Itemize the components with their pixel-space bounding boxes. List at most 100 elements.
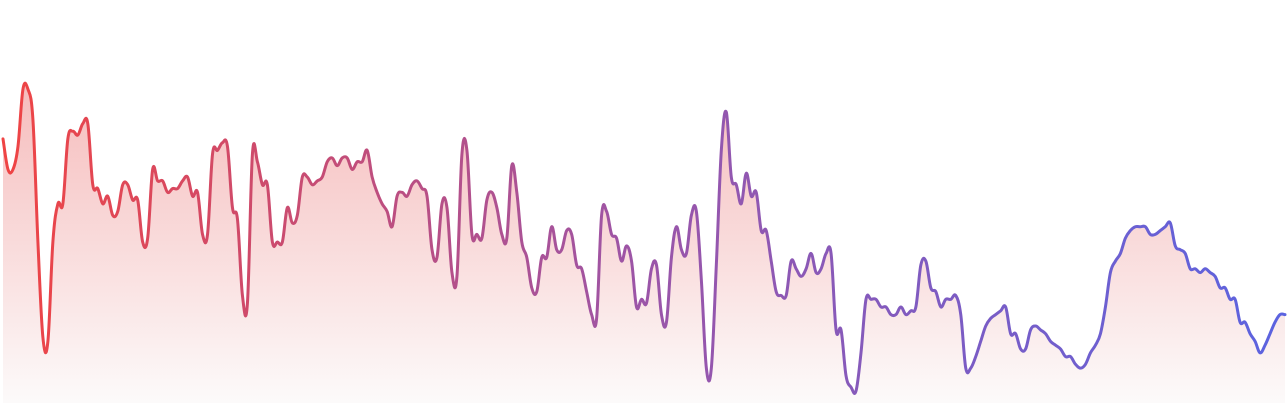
data-point-65 [326, 160, 329, 163]
data-point-15 [76, 134, 79, 137]
data-point-77 [386, 210, 389, 213]
data-point-257 [1284, 313, 1287, 316]
data-point-66 [331, 156, 334, 159]
data-point-95 [475, 233, 478, 236]
data-point-183 [914, 305, 917, 308]
data-point-40 [201, 233, 204, 236]
data-point-156 [780, 294, 783, 297]
data-point-57 [286, 206, 289, 209]
data-point-102 [510, 164, 513, 167]
data-point-13 [66, 137, 69, 140]
data-point-190 [949, 298, 952, 301]
data-point-195 [974, 355, 977, 358]
data-point-241 [1204, 267, 1207, 270]
data-point-165 [825, 252, 828, 255]
data-point-42 [211, 153, 214, 156]
data-point-127 [635, 305, 638, 308]
data-point-68 [341, 156, 344, 159]
data-point-175 [874, 298, 877, 301]
data-point-131 [655, 263, 658, 266]
data-point-38 [191, 195, 194, 198]
data-point-232 [1159, 229, 1162, 232]
data-point-174 [869, 298, 872, 301]
data-point-155 [775, 290, 778, 293]
data-point-161 [805, 267, 808, 270]
data-point-7 [36, 241, 39, 244]
data-point-29 [146, 237, 149, 240]
data-point-160 [800, 275, 803, 278]
data-point-17 [86, 122, 89, 125]
data-point-141 [705, 367, 708, 370]
data-point-236 [1179, 248, 1182, 251]
data-point-194 [969, 367, 972, 370]
data-point-4 [21, 88, 24, 91]
data-point-221 [1104, 305, 1107, 308]
data-point-101 [505, 237, 508, 240]
data-point-143 [715, 263, 718, 266]
data-point-245 [1224, 286, 1227, 289]
data-point-208 [1039, 328, 1042, 331]
data-point-193 [964, 367, 967, 370]
data-point-185 [924, 260, 927, 263]
data-point-110 [550, 225, 553, 228]
data-point-243 [1214, 275, 1217, 278]
data-point-248 [1239, 321, 1242, 324]
data-point-107 [535, 290, 538, 293]
data-point-36 [181, 179, 184, 182]
data-point-216 [1079, 367, 1082, 370]
data-point-87 [435, 256, 438, 259]
data-point-197 [984, 325, 987, 328]
data-point-108 [540, 256, 543, 259]
data-point-93 [465, 149, 468, 152]
data-point-49 [246, 302, 249, 305]
data-point-24 [121, 183, 124, 186]
data-point-225 [1124, 237, 1127, 240]
data-point-191 [954, 294, 957, 297]
data-point-11 [56, 202, 59, 205]
data-point-5 [26, 88, 29, 91]
data-point-152 [760, 229, 763, 232]
data-point-137 [685, 252, 688, 255]
data-point-163 [815, 271, 818, 274]
data-point-44 [221, 141, 224, 144]
data-point-23 [116, 210, 119, 213]
data-point-226 [1129, 229, 1132, 232]
data-point-28 [141, 241, 144, 244]
data-point-238 [1189, 267, 1192, 270]
data-point-75 [376, 191, 379, 194]
data-point-148 [740, 202, 743, 205]
data-point-8 [41, 336, 44, 339]
data-point-1 [6, 168, 9, 171]
data-point-231 [1154, 233, 1157, 236]
data-point-25 [126, 183, 129, 186]
data-point-55 [276, 241, 279, 244]
data-point-170 [850, 386, 853, 389]
data-point-229 [1144, 225, 1147, 228]
data-point-133 [665, 321, 668, 324]
data-point-135 [675, 225, 678, 228]
data-point-115 [575, 263, 578, 266]
data-point-223 [1114, 260, 1117, 263]
data-point-19 [96, 187, 99, 190]
data-point-173 [864, 298, 867, 301]
data-point-200 [999, 309, 1002, 312]
data-point-177 [884, 305, 887, 308]
data-point-164 [820, 267, 823, 270]
data-point-253 [1264, 344, 1267, 347]
data-point-212 [1059, 347, 1062, 350]
data-point-239 [1194, 267, 1197, 270]
data-point-124 [620, 260, 623, 263]
data-point-84 [421, 187, 424, 190]
data-point-215 [1074, 363, 1077, 366]
data-point-220 [1099, 332, 1102, 335]
data-point-2 [11, 168, 14, 171]
data-point-116 [580, 267, 583, 270]
data-point-128 [640, 298, 643, 301]
data-point-228 [1139, 225, 1142, 228]
data-point-35 [176, 187, 179, 190]
data-point-222 [1109, 271, 1112, 274]
data-point-85 [426, 195, 429, 198]
data-point-94 [470, 233, 473, 236]
